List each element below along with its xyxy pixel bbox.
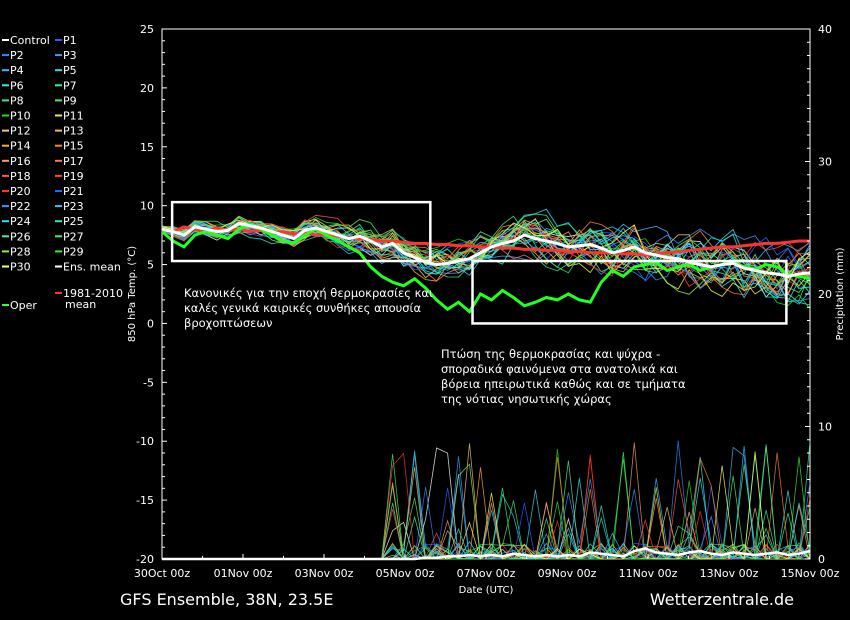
y2-tick-label: 0 [818,553,825,566]
x-tick-label: 13Nov 00z [700,567,759,580]
x-tick-label: 09Nov 00z [538,567,597,580]
legend-label: P26 [10,230,31,243]
legend-label: P25 [63,215,84,228]
highlight-box [170,200,432,263]
y2-tick-label: 30 [818,156,832,169]
legend-label: P14 [10,140,31,153]
x-axis-ticks: 30Oct 00z 01Nov 00z 03Nov 00z 05Nov 00z 07No… [134,554,840,580]
legend-label: P11 [63,110,84,123]
member-precip-line [162,443,811,561]
y-axis-label: 850 hPa Temp. (°C) [127,246,138,342]
legend-label: Control [10,34,50,47]
highlight-box [471,259,788,325]
annotation-line: σποραδικά φαινόμενα στα ανατολικά και [441,362,678,376]
x-tick-label: 11Nov 00z [619,567,678,580]
legend-label: P29 [63,245,84,258]
x-tick-label: 30Oct 00z [134,567,191,580]
legend-label: P2 [10,49,24,62]
legend-label: P8 [10,94,24,107]
legend-label: P21 [63,185,84,198]
legend-label: 1981-2010 mean [63,287,123,311]
y-tick-label: 25 [140,23,154,36]
legend-label: P7 [63,79,77,92]
x-tick-label: 05Nov 00z [376,567,435,580]
legend-label: Ens. mean [63,261,121,274]
legend-label: P4 [10,64,24,77]
legend-label: P27 [63,230,84,243]
legend-label: P16 [10,155,31,168]
legend: Control P1 P2 P3 P4 P5 P6 P7 P8 P9 P10 P11 P12 P13 P14… [2,34,123,312]
annotation-line: Πτώση της θερμοκρασίας και ψύχρα - [441,347,660,361]
y-tick-label: -5 [143,376,154,389]
annotation-line: βόρεια ηπειρωτικά καθώς και σε τμήματα [441,377,686,391]
legend-label: P3 [63,49,77,62]
legend-label: P30 [10,261,31,274]
legend-label: P15 [63,140,84,153]
y2-tick-label: 40 [818,23,832,36]
member-temp-line [161,219,811,297]
legend-label-part: 1981-2010 [63,287,123,300]
ens-mean-line [161,221,811,278]
legend-label: P9 [63,94,77,107]
legend-label: P1 [63,34,77,47]
y2-tick-label: 20 [818,288,832,301]
member-precip-line [162,441,811,560]
x-axis-label: Date (UTC) [459,585,514,596]
y-tick-label: -20 [136,553,154,566]
legend-label-part: mean [65,298,96,311]
x-tick-label: 01Nov 00z [214,567,273,580]
legend-label: P19 [63,170,84,183]
member-precip-line [162,444,811,560]
precip-lines [162,440,811,561]
annotation-line: καλές γενικά καιρικές συνθήκες απουσία [184,301,421,315]
legend-label: P12 [10,125,31,138]
y2-tick-label: 10 [818,421,832,434]
y2-axis-label: Precipitation (mm) [835,247,846,340]
legend-label: P10 [10,110,31,123]
legend-label: P20 [10,185,31,198]
legend-label: Oper [10,299,37,312]
annotation-line: Κανονικές για την εποχή θερμοκρασίες και [184,286,433,300]
chart-title: Athens (GR) 850 hPa Temp. & Precipitatio… [146,2,723,22]
x-tick-label: 07Nov 00z [457,567,516,580]
footer-site: Wetterzentrale.de [650,590,794,609]
oper-line [161,222,811,314]
member-precip-line [162,440,810,560]
member-precip-line [162,451,811,560]
legend-label: P22 [10,200,31,213]
x-tick-label: 03Nov 00z [295,567,354,580]
annotation-line: βροχοπτώσεων [184,316,272,330]
legend-label: P18 [10,170,31,183]
annotations: Κανονικές για την εποχή θερμοκρασίες και… [184,286,686,406]
y-tick-label: 10 [140,200,154,213]
y-tick-label: 5 [147,259,154,272]
y-tick-label: -10 [136,435,154,448]
legend-label: P23 [63,200,84,213]
legend-label: P24 [10,215,31,228]
y-tick-label: 0 [147,317,154,330]
y-axis-ticks: 25 20 15 10 5 0 -5 -10 -15 -20 [136,23,167,566]
member-precip-line [162,442,810,560]
highlight-boxes [170,200,788,325]
legend-label: P17 [63,155,84,168]
y2-axis-ticks: 40 30 20 10 0 [805,23,832,566]
annotation-line: της νότιας νησωτικής χώρας [441,392,612,406]
legend-label: P13 [63,125,84,138]
y-tick-label: 20 [140,82,154,95]
footer-source: GFS Ensemble, 38N, 23.5E [120,590,333,609]
member-temp-line [161,220,811,296]
legend-label: P28 [10,245,31,258]
x-tick-label: 15Nov 00z [781,567,840,580]
y-tick-label: -15 [136,494,154,507]
legend-label: P5 [63,64,77,77]
legend-label: P6 [10,79,24,92]
y-tick-label: 15 [140,141,154,154]
member-temp-line [161,213,811,290]
